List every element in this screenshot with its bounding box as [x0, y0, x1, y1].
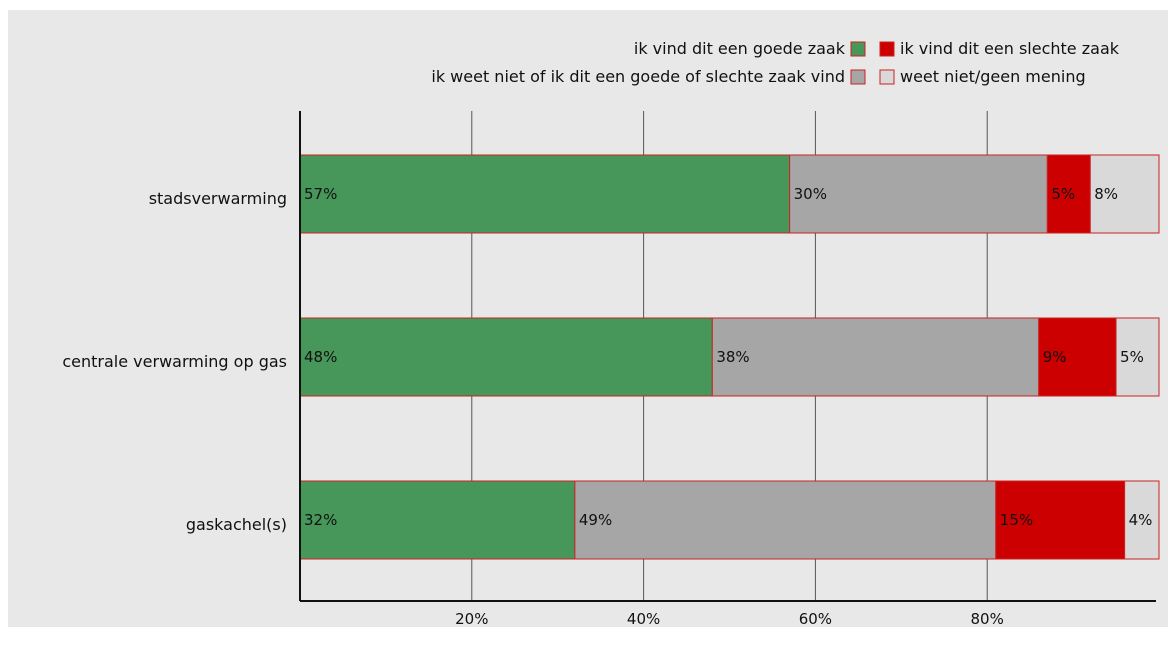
data-label-stadsverwarming-weet-niet-geen-mening: 8%	[1094, 185, 1118, 203]
data-label-stadsverwarming-ik-weet-niet-of-ik-dit-een-goede-of-slechte-zaak-vind: 30%	[794, 185, 827, 203]
data-label-gaskachel-s-ik-weet-niet-of-ik-dit-een-goede-of-slechte-zaak-vind: 49%	[579, 511, 612, 529]
legend-label-ik-vind-dit-een-goede-zaak: ik vind dit een goede zaak	[634, 39, 846, 58]
legend: ik vind dit een goede zaak ik vind dit ee…	[431, 39, 1119, 86]
legend-swatch-ik-vind-dit-een-goede-zaak	[851, 42, 865, 56]
data-label-gaskachel-s-ik-vind-dit-een-slechte-zaak: 15%	[1000, 511, 1033, 529]
clipped-caption-strip	[0, 0, 1176, 10]
legend-swatch-ik-weet-niet-of-ik-dit-een-goede-of-slechte-zaak-vind	[851, 70, 865, 84]
bar-gaskachel-s-ik-vind-dit-een-goede-zaak	[300, 481, 575, 559]
category-label-gaskachel-s: gaskachel(s)	[186, 515, 287, 534]
data-label-centrale-verwarming-op-gas-ik-weet-niet-of-ik-dit-een-goede-of-slechte-zaak-vind: 38%	[716, 348, 749, 366]
category-label-stadsverwarming: stadsverwarming	[149, 189, 287, 208]
data-label-stadsverwarming-ik-vind-dit-een-slechte-zaak: 5%	[1051, 185, 1075, 203]
bar-stadsverwarming-ik-vind-dit-een-goede-zaak	[300, 155, 790, 233]
bar-centrale-verwarming-op-gas-ik-vind-dit-een-goede-zaak	[300, 318, 712, 396]
legend-label-weet-niet-geen-mening: weet niet/geen mening	[900, 67, 1086, 86]
legend-swatch-ik-vind-dit-een-slechte-zaak	[880, 42, 894, 56]
legend-swatch-weet-niet-geen-mening	[880, 70, 894, 84]
data-label-gaskachel-s-weet-niet-geen-mening: 4%	[1129, 511, 1153, 529]
x-tick-label-40: 40%	[627, 610, 660, 627]
data-label-centrale-verwarming-op-gas-ik-vind-dit-een-slechte-zaak: 9%	[1043, 348, 1067, 366]
chart-panel: 20% 40% 60% 80% stadsverwarming centrale verw…	[8, 10, 1168, 627]
x-tick-label-60: 60%	[799, 610, 832, 627]
legend-label-ik-weet-niet-of-ik-dit-een-goede-of-slechte-zaak-vind: ik weet niet of ik dit een goede of slec…	[431, 67, 845, 86]
bar-gaskachel-s-ik-weet-niet-of-ik-dit-een-goede-of-slechte-zaak-vind	[575, 481, 996, 559]
bar-centrale-verwarming-op-gas-ik-weet-niet-of-ik-dit-een-goede-of-slechte-zaak-vind	[712, 318, 1038, 396]
stacked-bar-chart: 20% 40% 60% 80% stadsverwarming centrale verw…	[8, 10, 1168, 627]
data-label-stadsverwarming-ik-vind-dit-een-goede-zaak: 57%	[304, 185, 337, 203]
legend-label-ik-vind-dit-een-slechte-zaak: ik vind dit een slechte zaak	[900, 39, 1120, 58]
data-label-gaskachel-s-ik-vind-dit-een-goede-zaak: 32%	[304, 511, 337, 529]
data-label-centrale-verwarming-op-gas-weet-niet-geen-mening: 5%	[1120, 348, 1144, 366]
data-label-centrale-verwarming-op-gas-ik-vind-dit-een-goede-zaak: 48%	[304, 348, 337, 366]
bar-stadsverwarming-ik-weet-niet-of-ik-dit-een-goede-of-slechte-zaak-vind	[790, 155, 1048, 233]
x-tick-label-80: 80%	[971, 610, 1004, 627]
category-label-centrale-verwarming-op-gas: centrale verwarming op gas	[62, 352, 287, 371]
x-tick-label-20: 20%	[455, 610, 488, 627]
